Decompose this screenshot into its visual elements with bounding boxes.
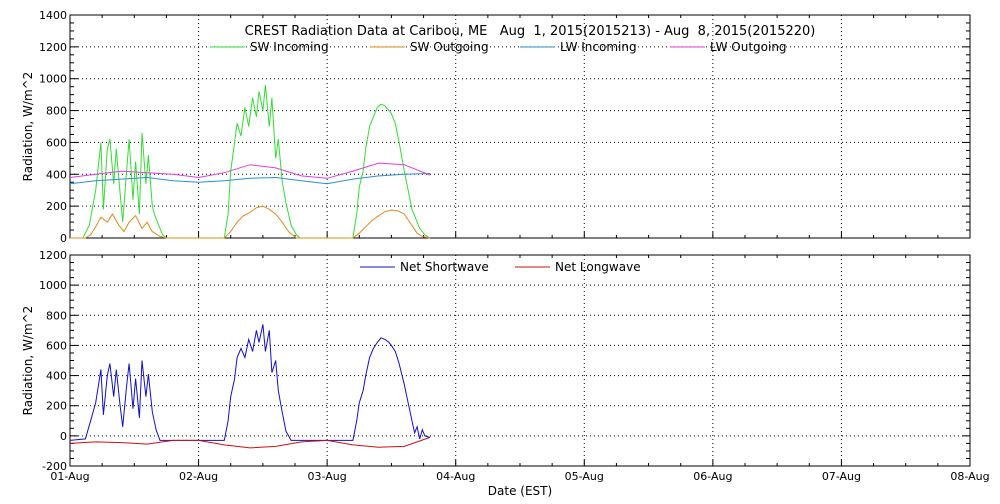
x-tick-label: 04-Aug bbox=[436, 470, 475, 483]
y-tick-label: 200 bbox=[46, 400, 67, 413]
plot-frame bbox=[69, 254, 971, 467]
series-line-net-shortwave bbox=[69, 324, 431, 441]
y-tick-label: 600 bbox=[46, 339, 67, 352]
y-tick-label: 0 bbox=[60, 232, 67, 245]
chart-title: CREST Radiation Data at Caribou, ME Aug … bbox=[245, 24, 816, 39]
x-tick-label: 06-Aug bbox=[693, 470, 732, 483]
series-line-lw-outgoing bbox=[69, 162, 431, 179]
x-axis-label: Date (EST) bbox=[488, 484, 552, 498]
legend-label: LW Outgoing bbox=[710, 40, 787, 54]
y-tick-label: 0 bbox=[60, 430, 67, 443]
plot-frame bbox=[69, 14, 971, 239]
y-tick-label: 1000 bbox=[39, 279, 67, 292]
y-tick-label: 1000 bbox=[39, 73, 67, 86]
y-tick-label: 1200 bbox=[39, 249, 67, 262]
x-tick-label: 08-Aug bbox=[950, 470, 989, 483]
series-line-sw-incoming bbox=[70, 85, 431, 239]
legend-label: Net Shortwave bbox=[400, 260, 489, 274]
y-tick-label: 800 bbox=[46, 309, 67, 322]
y-axis-label: Radiation, W/m^2 bbox=[21, 306, 35, 416]
y-tick-label: 200 bbox=[46, 200, 67, 213]
legend-label: LW Incoming bbox=[560, 40, 637, 54]
legend-label: Net Longwave bbox=[555, 260, 641, 274]
chart-panel-top: 0 200 400 600 800 1000 1200 1400 Radiation, W/m^… bbox=[21, 9, 971, 245]
x-tick-label: 03-Aug bbox=[308, 470, 347, 483]
x-tick-label: 02-Aug bbox=[179, 470, 218, 483]
y-tick-label: 400 bbox=[46, 168, 67, 181]
series-line-net-longwave bbox=[69, 436, 431, 449]
legend-label: SW Outgoing bbox=[410, 40, 489, 54]
x-tick-label: 07-Aug bbox=[822, 470, 861, 483]
legend-label: SW Incoming bbox=[250, 40, 329, 54]
y-tick-label: 600 bbox=[46, 136, 67, 149]
y-tick-label: 1400 bbox=[39, 9, 67, 22]
x-tick-label: 01-Aug bbox=[50, 470, 89, 483]
y-axis-label: Radiation, W/m^2 bbox=[21, 72, 35, 182]
series-line-lw-incoming bbox=[69, 173, 431, 185]
x-tick-label: 05-Aug bbox=[565, 470, 604, 483]
y-tick-label: -200 bbox=[42, 460, 67, 473]
y-tick-label: 400 bbox=[46, 370, 67, 383]
chart-panel-bottom: 01-Aug 02-Aug 03-Aug 04-Aug 05-Aug 06-Aug 07-A… bbox=[21, 249, 990, 483]
series-line-sw-outgoing bbox=[70, 205, 431, 239]
y-tick-label: 1200 bbox=[39, 41, 67, 54]
y-tick-label: 800 bbox=[46, 105, 67, 118]
